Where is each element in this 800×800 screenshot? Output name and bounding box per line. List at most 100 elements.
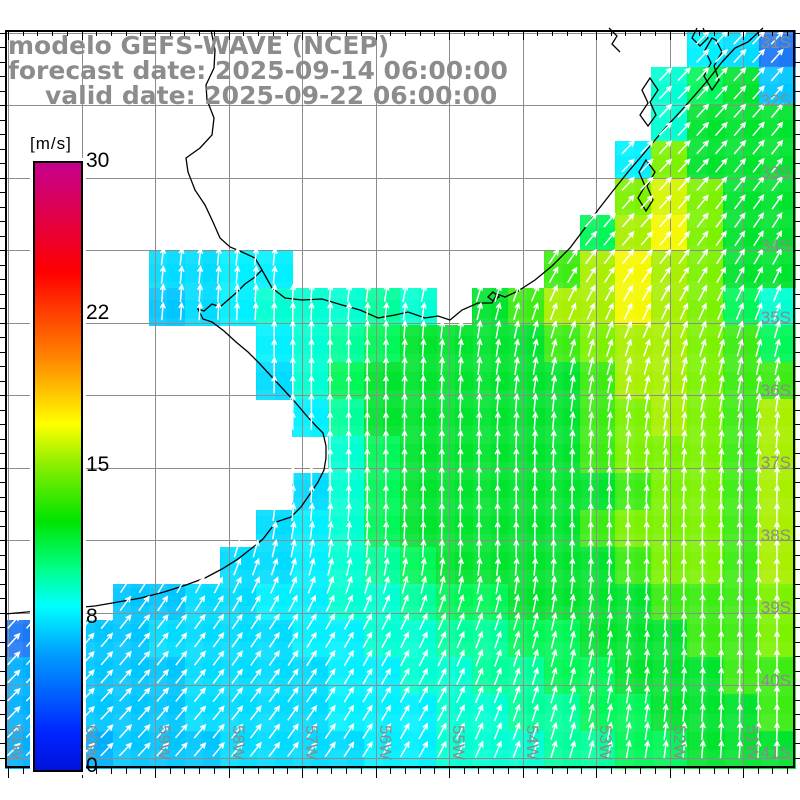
axis-tick	[404, 768, 406, 774]
axis-tick	[795, 351, 800, 353]
longitude-label: 61W	[8, 725, 27, 760]
field-cell	[507, 472, 545, 511]
field-cell	[723, 546, 760, 585]
axis-tick	[0, 424, 5, 425]
latitude-label: 31S	[760, 33, 791, 52]
field-cell	[471, 731, 509, 769]
gridline	[5, 395, 795, 396]
axis-tick	[0, 134, 5, 135]
gridline	[5, 612, 795, 614]
axis-tick	[0, 569, 5, 570]
gridline	[743, 30, 744, 768]
wind-arrows	[6, 30, 784, 759]
field-cell	[471, 435, 509, 474]
axis-tick	[507, 30, 509, 36]
axis-tick	[581, 768, 583, 774]
longitude-label: 58W	[228, 725, 248, 760]
coastline-path	[637, 158, 656, 213]
field-cell	[328, 546, 365, 585]
axis-tick	[0, 641, 5, 643]
axis-tick	[199, 30, 201, 36]
field-cell	[543, 731, 581, 769]
field-cell	[507, 399, 545, 437]
axis-tick	[404, 30, 406, 36]
axis-tick	[0, 76, 5, 77]
field-cell	[220, 657, 257, 695]
field-cell	[687, 657, 724, 695]
axis-tick	[419, 30, 421, 36]
colorbar-tick-label: 15	[86, 453, 110, 476]
axis-tick	[625, 768, 627, 774]
axis-tick	[0, 148, 5, 150]
coastline-path	[487, 291, 501, 302]
longitude-label: 51W	[743, 725, 762, 760]
axis-tick	[228, 30, 230, 40]
axis-tick	[0, 192, 5, 193]
field-cell	[471, 399, 509, 437]
field-cell	[687, 103, 724, 142]
axis-tick	[0, 279, 5, 280]
axis-tick	[795, 409, 800, 411]
axis-tick	[795, 192, 800, 193]
axis-tick	[795, 554, 800, 556]
axis-tick	[0, 743, 5, 744]
field-cell	[184, 731, 222, 769]
axis-tick	[0, 656, 5, 657]
axis-tick	[795, 337, 800, 338]
axis-tick	[257, 30, 259, 36]
axis-tick	[0, 467, 5, 469]
axis-tick	[228, 768, 230, 778]
gridline	[228, 30, 230, 768]
axis-tick	[287, 30, 289, 36]
axis-tick	[22, 30, 24, 36]
axis-tick	[757, 30, 759, 36]
coastline-path	[185, 27, 764, 321]
axis-tick	[0, 409, 5, 411]
field-cell	[507, 583, 545, 621]
field-cell	[184, 251, 222, 289]
latitude-label: 40S	[760, 671, 791, 690]
field-cell	[400, 472, 437, 511]
axis-tick	[0, 699, 5, 701]
field-cell	[364, 435, 401, 474]
field-cell	[687, 583, 724, 621]
axis-tick	[0, 221, 5, 222]
axis-tick	[0, 308, 5, 309]
axis-tick	[346, 30, 348, 36]
gridline	[5, 685, 795, 686]
axis-tick	[0, 337, 5, 338]
axis-tick	[184, 30, 186, 36]
axis-tick	[8, 30, 9, 40]
axis-tick	[184, 768, 186, 774]
axis-tick	[360, 30, 362, 36]
field-cell	[292, 325, 329, 363]
axis-tick	[0, 235, 5, 237]
field-cell	[687, 620, 724, 658]
axis-tick	[795, 134, 800, 135]
axis-tick	[0, 250, 5, 251]
gridline	[5, 540, 795, 541]
field-cell	[471, 472, 509, 511]
axis-tick	[795, 525, 800, 527]
axis-tick	[0, 264, 5, 266]
axis-tick	[0, 714, 5, 715]
gridline	[669, 30, 671, 768]
axis-tick	[463, 30, 465, 36]
axis-tick	[81, 30, 83, 40]
axis-tick	[772, 768, 774, 774]
axis-tick	[795, 540, 800, 541]
axis-tick	[140, 768, 142, 774]
axis-tick	[0, 105, 5, 106]
latitude-label: 34S	[760, 236, 791, 255]
axis-tick	[434, 768, 436, 774]
axis-tick	[169, 768, 171, 774]
axis-tick	[0, 554, 5, 556]
latitude-label: 39S	[760, 598, 791, 617]
forecast-date: forecast date: 2025-09-14 06:00:00	[8, 56, 508, 85]
axis-tick	[199, 768, 201, 774]
axis-tick	[375, 768, 377, 778]
model-title: modelo GEFS-WAVE (NCEP)	[8, 31, 390, 60]
longitude-label: 53W	[596, 725, 615, 760]
gridline	[5, 105, 795, 106]
